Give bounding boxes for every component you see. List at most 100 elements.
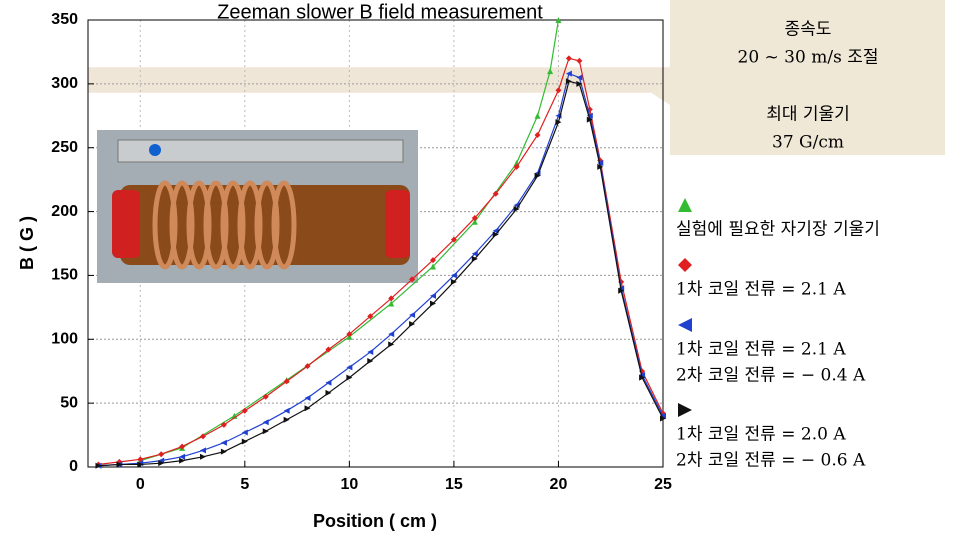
annotation-box [650,0,945,155]
series-line [140,19,560,462]
data-point [367,349,374,356]
data-point [409,320,416,327]
annotation: 종속도 [785,20,832,40]
y-axis-label: B ( G ) [17,216,37,270]
legend-label: 2차 코일 전류 = − 0.6 A [676,451,866,471]
data-point [660,415,666,422]
x-tick-label: 5 [240,476,249,493]
data-point [450,272,457,279]
data-point [471,255,478,262]
y-tick-label: 0 [69,458,78,475]
data-point [576,74,583,81]
data-point [597,163,604,170]
data-point [597,160,604,167]
data-point [116,461,123,468]
data-point [325,389,332,396]
legend-label: 1차 코일 전류 = 2.0 A [676,425,846,445]
data-point [430,292,436,299]
annotation: 20 ~ 30 m/s 조절 [738,48,879,68]
data-point [555,87,562,94]
data-point [262,419,269,426]
legend-marker [678,258,692,272]
data-point [304,395,311,402]
data-point [367,313,374,320]
data-point [95,462,102,469]
data-point [555,17,562,23]
data-point [388,331,395,338]
data-point [304,363,311,370]
data-point [262,393,269,400]
data-point [241,429,248,436]
data-point [450,278,457,285]
data-point [325,379,332,386]
y-tick-label: 150 [51,267,78,284]
data-point [283,407,290,414]
data-point [565,55,572,62]
data-point [283,416,290,423]
y-tick-label: 250 [51,139,78,156]
data-point [409,312,416,319]
data-point [534,172,541,179]
y-tick-label: 100 [51,331,78,348]
data-point [547,68,554,75]
data-point [241,407,248,414]
data-point [346,331,353,338]
data-point [492,231,499,238]
x-tick-label: 0 [136,476,145,493]
data-point [200,447,206,454]
data-point [137,461,144,468]
data-point [179,457,186,464]
data-point [409,276,416,283]
y-tick-label: 300 [51,75,78,92]
x-tick-label: 25 [654,476,672,493]
annotation: 37 G/cm [772,133,844,153]
x-tick-label: 15 [445,476,463,493]
data-point [492,190,499,197]
legend-label: 1차 코일 전류 = 2.1 A [676,340,846,360]
x-axis-label: Position ( cm ) [313,511,437,531]
data-point [430,263,436,270]
data-point [660,412,666,419]
data-point [179,443,186,450]
y-tick-label: 50 [60,394,78,411]
data-point [262,428,269,435]
data-point [220,439,227,446]
data-point [639,374,646,381]
data-point [158,451,165,458]
data-point [346,374,353,381]
data-point [304,405,311,412]
x-tick-label: 20 [550,476,568,493]
legend-label: 2차 코일 전류 = − 0.4 A [676,366,866,386]
data-point [513,163,520,170]
data-point [534,131,541,138]
data-point [283,378,290,385]
data-point [388,300,395,307]
data-point [534,112,541,119]
data-point [618,287,625,294]
data-point [471,250,478,257]
data-point [137,456,144,463]
inset-photo [97,130,418,283]
data-point [200,453,206,460]
data-point [576,80,583,87]
data-point [241,438,248,445]
legend-label: 실험에 필요한 자기장 기울기 [676,220,880,240]
data-point [388,295,395,302]
legend-marker [678,403,692,417]
plot-frame [87,19,664,468]
data-point [576,57,583,64]
legend-marker [678,198,692,212]
data-point [586,112,593,119]
data-point [325,346,332,353]
data-point [471,218,478,225]
data-point [513,206,520,213]
y-tick-label: 200 [51,203,78,220]
data-point [565,70,572,77]
data-point [346,364,353,371]
data-point [220,421,227,428]
data-point [220,448,227,455]
data-point [555,119,562,126]
series-line [98,80,664,467]
chart-title: Zeeman slower B field measurement [217,1,543,23]
